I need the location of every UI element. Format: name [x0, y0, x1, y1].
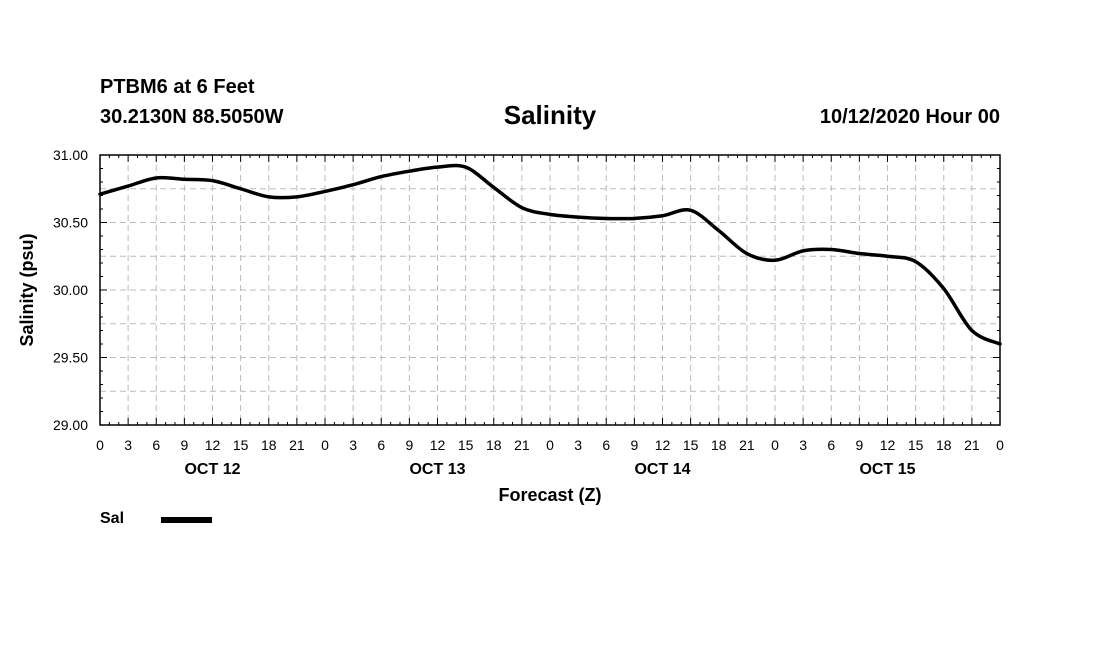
y-tick-label: 31.00: [53, 147, 88, 163]
x-axis-title: Forecast (Z): [498, 485, 601, 505]
day-label: OCT 12: [184, 461, 240, 478]
x-tick-label: 18: [261, 437, 277, 453]
x-tick-label: 9: [405, 437, 413, 453]
x-tick-label: 6: [152, 437, 160, 453]
y-tick-label: 30.50: [53, 215, 88, 231]
day-label: OCT 13: [409, 461, 465, 478]
x-tick-label: 0: [996, 437, 1004, 453]
x-tick-label: 15: [683, 437, 699, 453]
x-tick-label: 0: [96, 437, 104, 453]
day-label: OCT 14: [634, 461, 690, 478]
chart-title: Salinity: [503, 100, 597, 130]
x-tick-label: 12: [205, 437, 221, 453]
x-tick-label: 21: [289, 437, 305, 453]
x-tick-label: 9: [180, 437, 188, 453]
x-tick-label: 9: [630, 437, 638, 453]
x-tick-label: 12: [430, 437, 446, 453]
x-tick-label: 15: [233, 437, 249, 453]
y-tick-label: 29.00: [53, 417, 88, 433]
x-tick-label: 6: [602, 437, 610, 453]
y-tick-label: 30.00: [53, 282, 88, 298]
x-tick-label: 6: [377, 437, 385, 453]
x-tick-label: 15: [458, 437, 474, 453]
station-coordinates: 30.2130N 88.5050W: [100, 106, 284, 128]
x-tick-label: 18: [711, 437, 727, 453]
series-line-sal: [98, 163, 1002, 346]
x-tick-label: 3: [124, 437, 132, 453]
x-tick-label: 0: [771, 437, 779, 453]
legend-label: Sal: [100, 510, 125, 527]
x-tick-label: 0: [321, 437, 329, 453]
x-tick-label: 15: [908, 437, 924, 453]
x-tick-label: 21: [739, 437, 755, 453]
x-tick-label: 12: [880, 437, 896, 453]
x-tick-label: 9: [855, 437, 863, 453]
day-label: OCT 15: [859, 461, 915, 478]
station-name: PTBM6 at 6 Feet: [100, 76, 255, 98]
x-tick-label: 18: [486, 437, 502, 453]
x-tick-label: 0: [546, 437, 554, 453]
x-tick-label: 18: [936, 437, 952, 453]
y-axis-title: Salinity (psu): [17, 233, 37, 346]
x-tick-label: 3: [574, 437, 582, 453]
x-tick-label: 21: [514, 437, 530, 453]
x-tick-label: 6: [827, 437, 835, 453]
x-tick-label: 3: [799, 437, 807, 453]
legend-line-swatch: [161, 517, 212, 523]
y-tick-label: 29.50: [53, 350, 88, 366]
x-tick-label: 12: [655, 437, 671, 453]
run-time: 10/12/2020 Hour 00: [819, 106, 1000, 128]
x-tick-label: 3: [349, 437, 357, 453]
x-tick-label: 21: [964, 437, 980, 453]
